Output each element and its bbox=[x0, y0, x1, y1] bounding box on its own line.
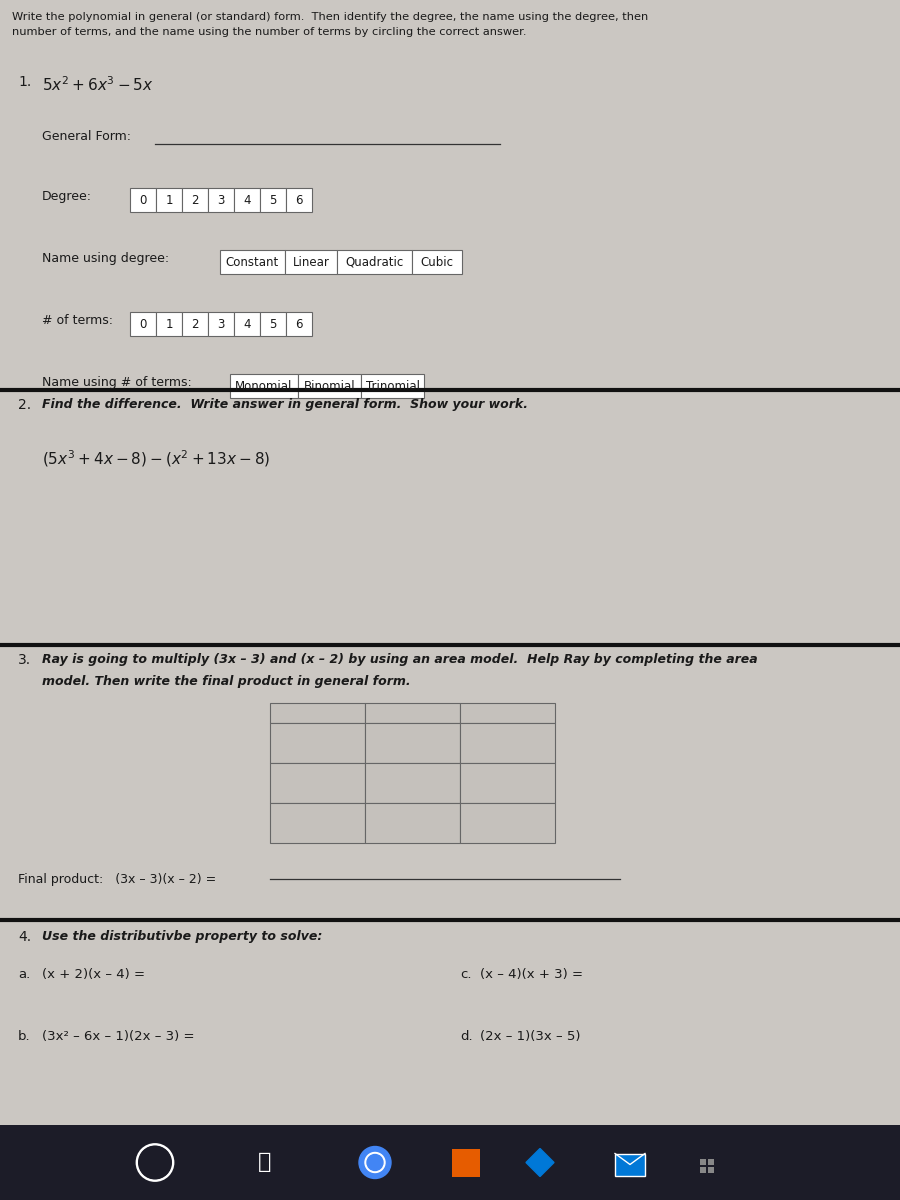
Bar bbox=[460, 763, 555, 803]
Bar bbox=[260, 312, 286, 336]
Text: Final product:   (3x – 3)(x – 2) =: Final product: (3x – 3)(x – 2) = bbox=[18, 874, 216, 886]
Text: Degree:: Degree: bbox=[42, 190, 92, 203]
Bar bbox=[460, 703, 555, 722]
Text: $(5x^3 + 4x - 8) - (x^2 + 13x - 8)$: $(5x^3 + 4x - 8) - (x^2 + 13x - 8)$ bbox=[42, 448, 270, 469]
Bar bbox=[365, 703, 460, 722]
Bar bbox=[298, 374, 361, 398]
Text: General Form:: General Form: bbox=[42, 130, 131, 143]
Text: (x – 4)(x + 3) =: (x – 4)(x + 3) = bbox=[480, 968, 583, 982]
Text: Monomial: Monomial bbox=[235, 379, 292, 392]
Bar bbox=[270, 763, 365, 803]
Bar bbox=[260, 188, 286, 212]
Text: a.: a. bbox=[18, 968, 31, 982]
Bar bbox=[130, 188, 156, 212]
Circle shape bbox=[138, 1146, 172, 1180]
Bar bbox=[700, 1166, 706, 1172]
Bar bbox=[208, 312, 234, 336]
Circle shape bbox=[365, 1152, 385, 1172]
Text: 2: 2 bbox=[191, 193, 199, 206]
Bar bbox=[130, 312, 156, 336]
Text: $5x^2 + 6x^3 - 5x$: $5x^2 + 6x^3 - 5x$ bbox=[42, 74, 154, 94]
Circle shape bbox=[367, 1154, 383, 1170]
Bar bbox=[286, 188, 312, 212]
Polygon shape bbox=[526, 1148, 554, 1176]
Text: Binomial: Binomial bbox=[303, 379, 356, 392]
Text: 5: 5 bbox=[269, 193, 276, 206]
Text: model. Then write the final product in general form.: model. Then write the final product in g… bbox=[42, 674, 410, 688]
Text: Ray is going to multiply (3x – 3) and (x – 2) by using an area model.  Help Ray : Ray is going to multiply (3x – 3) and (x… bbox=[42, 653, 758, 666]
Bar bbox=[460, 803, 555, 842]
Bar bbox=[230, 374, 298, 398]
Text: Linear: Linear bbox=[292, 256, 329, 269]
Text: Write the polynomial in general (or standard) form.  Then identify the degree, t: Write the polynomial in general (or stan… bbox=[12, 12, 648, 37]
Text: 6: 6 bbox=[295, 193, 302, 206]
Bar bbox=[182, 188, 208, 212]
Bar bbox=[285, 250, 337, 274]
Text: 2: 2 bbox=[191, 318, 199, 330]
Text: Quadratic: Quadratic bbox=[346, 256, 403, 269]
Bar bbox=[270, 722, 365, 763]
Text: Use the distributivbe property to solve:: Use the distributivbe property to solve: bbox=[42, 930, 322, 943]
Text: 3.: 3. bbox=[18, 653, 32, 667]
Bar bbox=[615, 1153, 645, 1176]
Text: b.: b. bbox=[18, 1030, 31, 1043]
Bar bbox=[270, 803, 365, 842]
Bar bbox=[0, 1126, 900, 1200]
Text: 1: 1 bbox=[166, 193, 173, 206]
Bar bbox=[156, 312, 182, 336]
Bar bbox=[365, 763, 460, 803]
Bar bbox=[270, 703, 365, 722]
Text: 0: 0 bbox=[140, 318, 147, 330]
Bar bbox=[708, 1158, 714, 1164]
Text: 4: 4 bbox=[243, 193, 251, 206]
Text: (2x – 1)(3x – 5): (2x – 1)(3x – 5) bbox=[480, 1030, 580, 1043]
Text: (x + 2)(x – 4) =: (x + 2)(x – 4) = bbox=[42, 968, 145, 982]
Circle shape bbox=[359, 1146, 391, 1178]
Bar bbox=[365, 722, 460, 763]
Bar bbox=[337, 250, 412, 274]
Text: 4: 4 bbox=[243, 318, 251, 330]
Text: 3: 3 bbox=[217, 193, 225, 206]
Text: 5: 5 bbox=[269, 318, 276, 330]
Text: Trinomial: Trinomial bbox=[365, 379, 419, 392]
Text: 耳: 耳 bbox=[258, 1152, 272, 1172]
Bar bbox=[234, 312, 260, 336]
Bar bbox=[708, 1166, 714, 1172]
Text: 4.: 4. bbox=[18, 930, 32, 944]
Text: 6: 6 bbox=[295, 318, 302, 330]
Text: c.: c. bbox=[460, 968, 472, 982]
Text: d.: d. bbox=[460, 1030, 473, 1043]
Text: Find the difference.  Write answer in general form.  Show your work.: Find the difference. Write answer in gen… bbox=[42, 398, 528, 410]
Bar bbox=[234, 188, 260, 212]
Text: 1: 1 bbox=[166, 318, 173, 330]
Bar bbox=[156, 188, 182, 212]
Bar bbox=[220, 250, 285, 274]
Text: Constant: Constant bbox=[226, 256, 279, 269]
Text: 1.: 1. bbox=[18, 74, 32, 89]
Bar bbox=[452, 1148, 480, 1176]
Bar bbox=[182, 312, 208, 336]
Text: Cubic: Cubic bbox=[420, 256, 454, 269]
Bar bbox=[460, 722, 555, 763]
Text: 3: 3 bbox=[217, 318, 225, 330]
Bar bbox=[208, 188, 234, 212]
Bar bbox=[412, 250, 462, 274]
Text: 0: 0 bbox=[140, 193, 147, 206]
Bar bbox=[286, 312, 312, 336]
Text: # of terms:: # of terms: bbox=[42, 314, 113, 326]
Text: (3x² – 6x – 1)(2x – 3) =: (3x² – 6x – 1)(2x – 3) = bbox=[42, 1030, 194, 1043]
Text: Name using degree:: Name using degree: bbox=[42, 252, 169, 265]
Text: Name using # of terms:: Name using # of terms: bbox=[42, 376, 192, 389]
Bar bbox=[365, 803, 460, 842]
Bar bbox=[361, 374, 424, 398]
Bar bbox=[700, 1158, 706, 1164]
Text: 2.: 2. bbox=[18, 398, 32, 412]
